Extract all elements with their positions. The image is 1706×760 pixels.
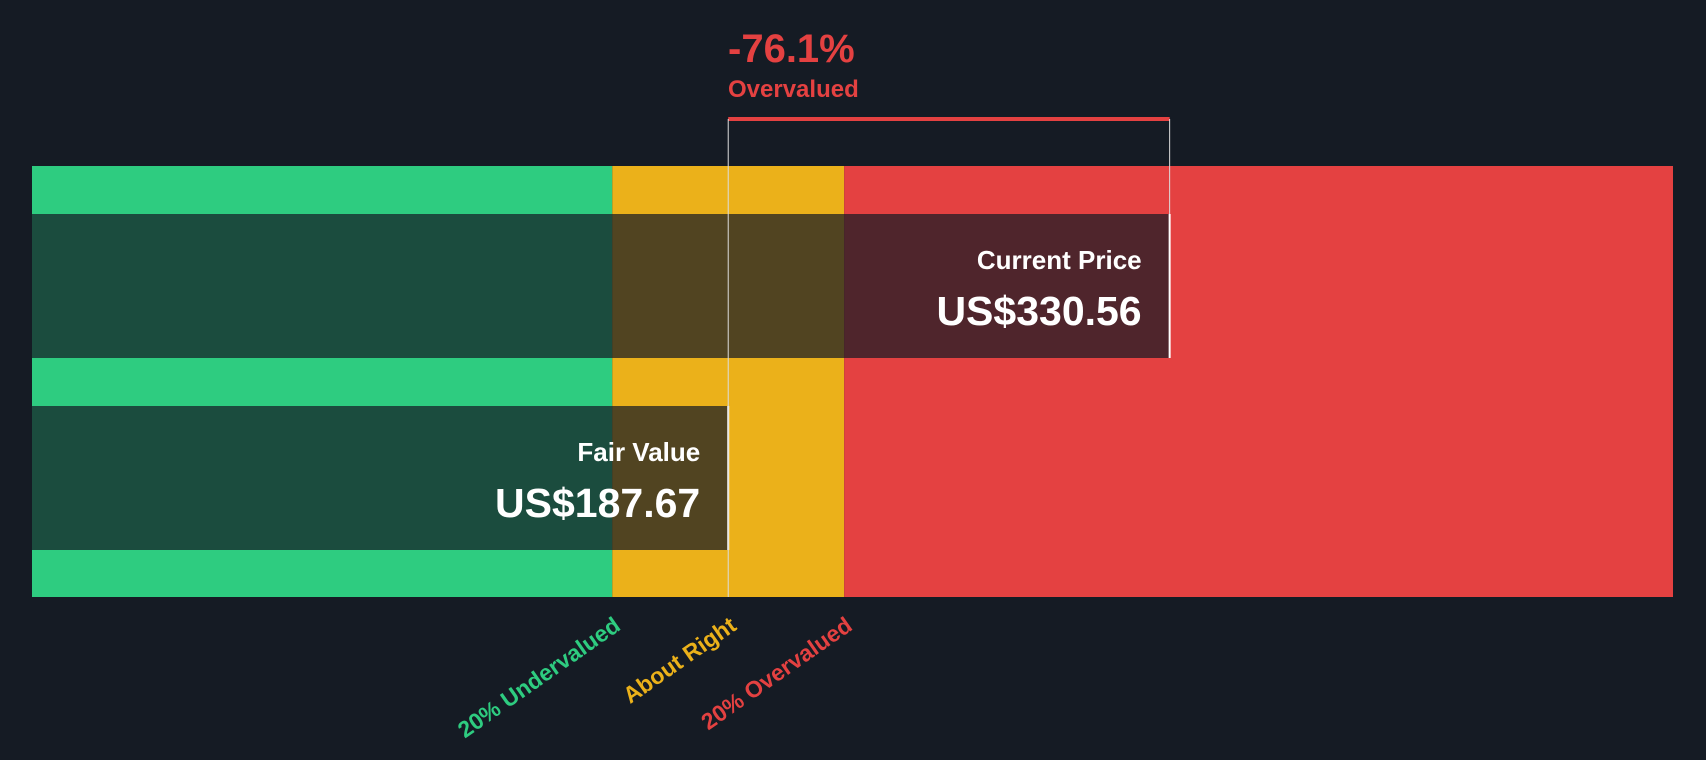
- bar-value: US$187.67: [495, 480, 700, 526]
- difference: -76.1%: [728, 27, 855, 71]
- bar-label: Current Price: [977, 245, 1142, 275]
- value-bar: [32, 214, 1170, 358]
- bar-value: US$330.56: [936, 288, 1141, 334]
- zone-label: About Right: [618, 611, 741, 708]
- difference-note: Overvalued: [728, 76, 859, 103]
- zone-label: 20% Undervalued: [453, 612, 625, 743]
- bar-label: Fair Value: [577, 437, 700, 467]
- value-bar: [32, 406, 729, 550]
